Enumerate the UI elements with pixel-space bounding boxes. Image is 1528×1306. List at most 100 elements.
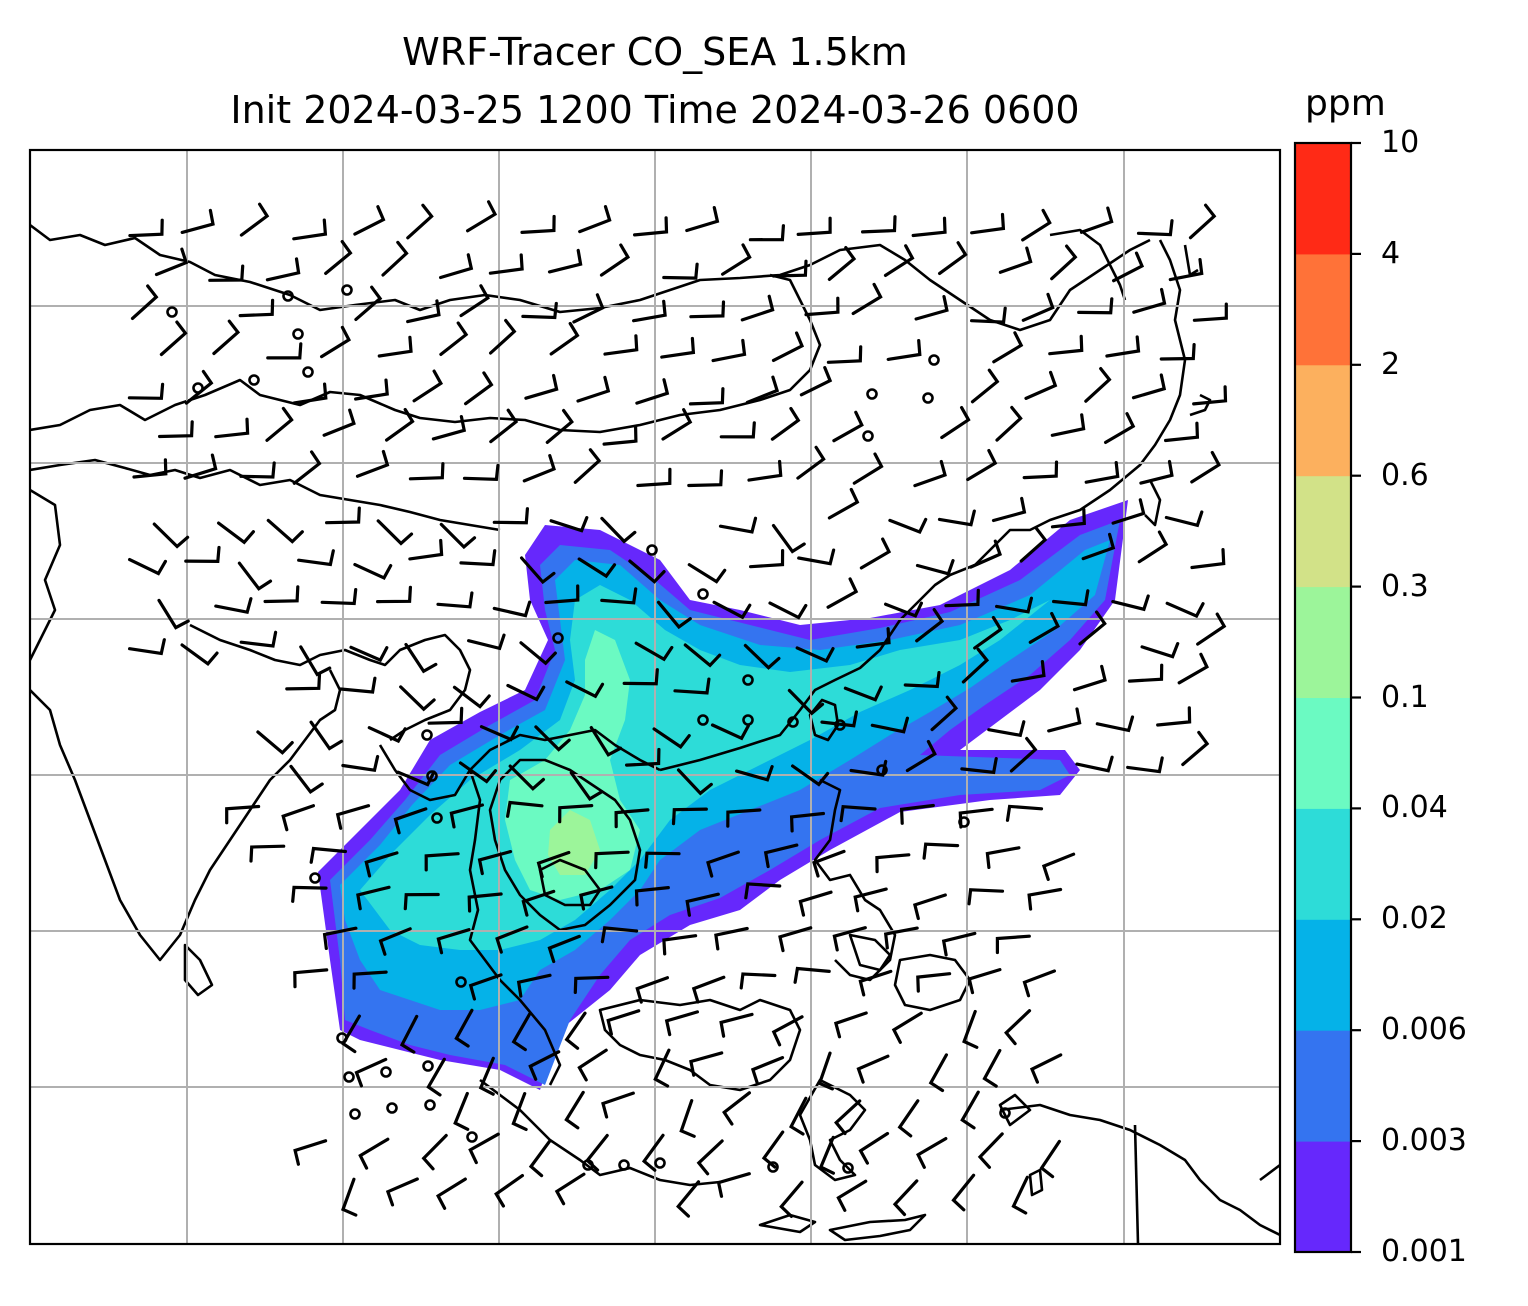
calm-wind-circle <box>876 764 888 776</box>
wind-barb <box>281 804 315 832</box>
wind-barb <box>225 804 261 825</box>
wind-barb <box>634 641 674 662</box>
wind-barb <box>127 382 165 400</box>
wind-barb <box>1188 203 1217 240</box>
wind-barb <box>265 406 294 442</box>
wind-barb <box>154 247 189 277</box>
wind-barb <box>506 683 546 702</box>
wind-barb <box>452 685 491 709</box>
wind-barb <box>687 563 727 584</box>
colorbar-tick-label: 0.001 <box>1381 1234 1467 1269</box>
colorbar-tick-label: 0.003 <box>1381 1123 1467 1159</box>
wind-barb <box>1111 498 1146 525</box>
wind-barb <box>1084 461 1120 484</box>
wind-barb <box>508 764 545 791</box>
wind-barb <box>856 1054 890 1084</box>
wind-barb <box>466 200 498 233</box>
wind-barb <box>853 887 888 913</box>
wind-barb <box>1021 208 1052 242</box>
wind-barb <box>903 671 941 689</box>
wind-barb <box>977 1132 1004 1169</box>
wind-barb <box>812 849 846 878</box>
wind-barb <box>1078 610 1107 646</box>
wind-barb <box>573 975 610 994</box>
wind-barb <box>547 248 583 274</box>
wind-barb <box>511 1012 532 1052</box>
wind-barb <box>970 212 1006 235</box>
wind-barb <box>130 284 159 320</box>
wind-barb <box>349 645 389 663</box>
wind-barb <box>396 770 436 787</box>
wind-barb <box>1010 660 1046 683</box>
calm-wind-circle <box>582 1159 594 1171</box>
calm-wind-circle <box>192 382 204 394</box>
wind-barb <box>740 294 775 322</box>
wind-barb <box>1079 206 1114 234</box>
calm-wind-circle <box>309 872 321 884</box>
wind-barb <box>128 218 164 238</box>
wind-barb <box>309 846 347 864</box>
wind-barb <box>183 453 218 480</box>
wind-barb <box>679 1099 696 1138</box>
wind-barb <box>826 345 863 364</box>
wind-barb <box>339 676 377 694</box>
wind-barb <box>431 415 467 441</box>
wind-barb <box>467 633 506 651</box>
wind-barb <box>577 557 617 579</box>
wind-barb <box>688 387 725 406</box>
wind-barb <box>378 927 412 956</box>
wind-barb <box>719 1012 754 1038</box>
calm-wind-circle <box>862 430 874 442</box>
wind-barb <box>293 968 329 989</box>
wind-barb <box>771 524 806 554</box>
wind-barb <box>573 448 602 484</box>
wind-barb <box>905 739 937 773</box>
wind-barb <box>743 643 781 670</box>
wind-barb <box>578 205 612 234</box>
wind-barb <box>1190 548 1226 570</box>
wind-barb <box>524 373 559 400</box>
wind-barb <box>601 1091 635 1119</box>
wind-barb <box>494 1174 524 1208</box>
wind-barb <box>716 1172 751 1198</box>
wind-barb <box>1112 251 1145 283</box>
calm-wind-circle <box>646 544 658 556</box>
wind-barb <box>635 378 670 405</box>
colorbar-segment <box>1295 919 1351 1031</box>
wind-barb <box>1084 367 1112 403</box>
wind-barb <box>439 253 474 280</box>
calm-wind-circle <box>834 719 846 731</box>
wind-barb <box>735 765 774 782</box>
wind-barb <box>1168 258 1204 282</box>
wind-barb <box>376 585 412 604</box>
wind-barb <box>961 647 990 684</box>
wind-barb <box>967 968 1002 995</box>
wind-barb <box>492 600 532 618</box>
wind-barb <box>435 1177 467 1210</box>
wind-barb <box>399 685 436 712</box>
wind-barb <box>385 407 415 442</box>
wind-barb <box>358 1137 390 1170</box>
wind-barb <box>408 462 445 481</box>
wind-barb <box>589 726 623 757</box>
colorbar-segment <box>1295 475 1351 588</box>
calm-wind-circle <box>742 714 754 726</box>
wind-barb <box>771 259 808 278</box>
wind-barb <box>982 1048 1002 1088</box>
wind-barb <box>641 1133 665 1172</box>
wind-barb <box>1164 510 1204 528</box>
wind-barb <box>600 587 638 605</box>
wind-barb <box>1156 706 1192 727</box>
colorbar-tick-label: 10 <box>1381 125 1420 160</box>
calm-wind-circle <box>697 588 709 600</box>
wind-barb <box>634 886 670 907</box>
wind-barb <box>1009 736 1038 773</box>
wind-barb <box>404 642 438 674</box>
wind-barb <box>883 926 919 950</box>
wind-barb <box>739 972 777 990</box>
wind-barb <box>797 548 836 566</box>
wind-barb <box>564 1011 587 1050</box>
wind-barb <box>748 224 785 242</box>
wind-barb <box>689 1051 724 1077</box>
wind-barb <box>180 208 215 234</box>
